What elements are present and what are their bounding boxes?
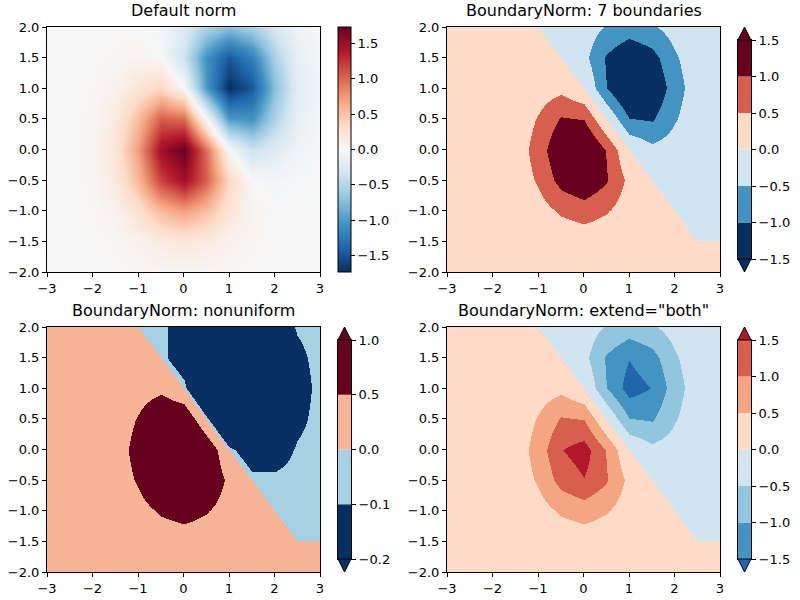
svg-text:1.5: 1.5 <box>19 350 40 365</box>
svg-text:−3: −3 <box>37 281 56 296</box>
svg-text:−1: −1 <box>128 281 147 296</box>
svg-text:3: 3 <box>316 281 324 296</box>
svg-text:−2: −2 <box>483 581 502 596</box>
svg-text:−0.5: −0.5 <box>8 473 40 488</box>
svg-text:0.5: 0.5 <box>759 406 780 421</box>
svg-text:−1.0: −1.0 <box>759 515 791 530</box>
svg-text:BoundaryNorm: extend="both": BoundaryNorm: extend="both" <box>458 301 709 320</box>
svg-text:−0.5: −0.5 <box>8 173 40 188</box>
svg-text:0.5: 0.5 <box>759 106 780 121</box>
svg-text:3: 3 <box>716 581 724 596</box>
svg-text:−1.5: −1.5 <box>759 552 791 567</box>
svg-text:0.5: 0.5 <box>419 411 440 426</box>
svg-text:1.5: 1.5 <box>759 33 780 48</box>
svg-text:1.5: 1.5 <box>19 50 40 65</box>
svg-text:1.0: 1.0 <box>358 71 379 86</box>
svg-text:0.0: 0.0 <box>19 442 40 457</box>
svg-text:BoundaryNorm: 7 boundaries: BoundaryNorm: 7 boundaries <box>466 1 702 20</box>
svg-text:2.0: 2.0 <box>19 320 40 335</box>
svg-text:1: 1 <box>625 281 633 296</box>
svg-text:−0.5: −0.5 <box>759 179 791 194</box>
svg-text:−2: −2 <box>83 581 102 596</box>
svg-text:0.0: 0.0 <box>19 142 40 157</box>
svg-text:1: 1 <box>225 281 233 296</box>
svg-text:−2.0: −2.0 <box>408 265 440 280</box>
svg-text:−0.5: −0.5 <box>408 173 440 188</box>
svg-text:1.0: 1.0 <box>419 81 440 96</box>
svg-text:−1: −1 <box>528 281 547 296</box>
svg-text:−2: −2 <box>83 281 102 296</box>
svg-text:2: 2 <box>670 581 678 596</box>
svg-text:2.0: 2.0 <box>19 20 40 35</box>
svg-text:−1.5: −1.5 <box>8 234 40 249</box>
svg-text:−1.0: −1.0 <box>408 503 440 518</box>
svg-text:−1.5: −1.5 <box>358 248 390 263</box>
svg-text:1.0: 1.0 <box>19 81 40 96</box>
svg-text:−1.5: −1.5 <box>759 252 791 267</box>
svg-text:−2: −2 <box>483 281 502 296</box>
svg-text:−1.5: −1.5 <box>8 534 40 549</box>
svg-text:1.5: 1.5 <box>358 36 379 51</box>
svg-text:0.5: 0.5 <box>19 411 40 426</box>
svg-text:2: 2 <box>270 281 278 296</box>
svg-text:3: 3 <box>716 281 724 296</box>
svg-text:−3: −3 <box>37 581 56 596</box>
svg-text:1: 1 <box>625 581 633 596</box>
svg-text:0.5: 0.5 <box>19 111 40 126</box>
svg-text:0: 0 <box>579 281 587 296</box>
svg-text:0.0: 0.0 <box>759 442 780 457</box>
svg-text:−1: −1 <box>528 581 547 596</box>
svg-text:0.0: 0.0 <box>759 142 780 157</box>
svg-text:−0.5: −0.5 <box>358 177 390 192</box>
svg-text:−1: −1 <box>128 581 147 596</box>
svg-text:1.0: 1.0 <box>359 333 380 348</box>
svg-text:0.0: 0.0 <box>358 142 379 157</box>
svg-text:−2.0: −2.0 <box>8 265 40 280</box>
svg-text:1.0: 1.0 <box>419 381 440 396</box>
svg-text:0: 0 <box>179 581 187 596</box>
svg-text:0: 0 <box>579 581 587 596</box>
svg-text:1.0: 1.0 <box>19 381 40 396</box>
svg-text:1: 1 <box>225 581 233 596</box>
svg-text:−3: −3 <box>437 581 456 596</box>
svg-text:0.0: 0.0 <box>419 442 440 457</box>
svg-text:−1.0: −1.0 <box>8 203 40 218</box>
svg-text:−0.5: −0.5 <box>408 473 440 488</box>
svg-text:2.0: 2.0 <box>419 320 440 335</box>
svg-text:−2.0: −2.0 <box>408 565 440 580</box>
svg-text:Default norm: Default norm <box>131 1 236 20</box>
svg-text:−1.0: −1.0 <box>8 503 40 518</box>
svg-text:0.5: 0.5 <box>358 107 379 122</box>
svg-text:3: 3 <box>316 581 324 596</box>
svg-text:1.5: 1.5 <box>419 50 440 65</box>
svg-text:0.0: 0.0 <box>419 142 440 157</box>
svg-text:0: 0 <box>179 281 187 296</box>
svg-text:−0.2: −0.2 <box>359 552 391 567</box>
svg-text:2: 2 <box>270 581 278 596</box>
svg-text:0.0: 0.0 <box>359 442 380 457</box>
svg-text:−0.1: −0.1 <box>359 497 391 512</box>
svg-text:−1.5: −1.5 <box>408 534 440 549</box>
svg-text:2: 2 <box>670 281 678 296</box>
svg-text:1.5: 1.5 <box>759 333 780 348</box>
svg-text:−1.0: −1.0 <box>408 203 440 218</box>
svg-text:2.0: 2.0 <box>419 20 440 35</box>
svg-text:0.5: 0.5 <box>419 111 440 126</box>
svg-text:−3: −3 <box>437 281 456 296</box>
svg-text:−1.0: −1.0 <box>759 215 791 230</box>
svg-text:0.5: 0.5 <box>359 387 380 402</box>
svg-text:1.0: 1.0 <box>759 69 780 84</box>
svg-text:1.5: 1.5 <box>419 350 440 365</box>
svg-text:−0.5: −0.5 <box>759 479 791 494</box>
svg-text:−1.0: −1.0 <box>358 213 390 228</box>
svg-text:−1.5: −1.5 <box>408 234 440 249</box>
svg-text:BoundaryNorm: nonuniform: BoundaryNorm: nonuniform <box>72 301 295 320</box>
svg-text:−2.0: −2.0 <box>8 565 40 580</box>
svg-text:1.0: 1.0 <box>759 369 780 384</box>
